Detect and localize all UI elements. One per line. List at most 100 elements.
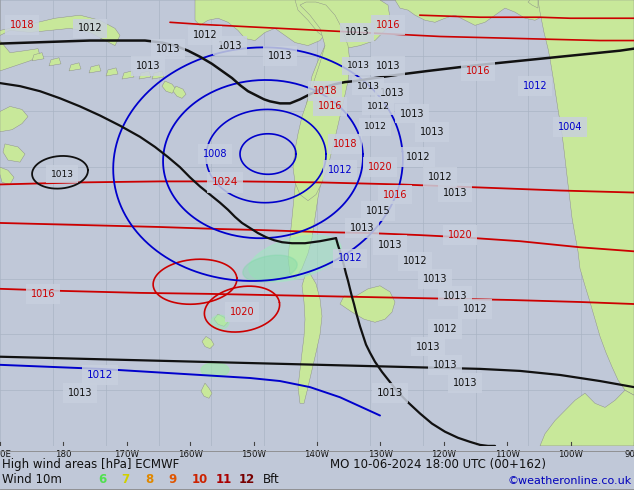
Ellipse shape — [249, 235, 341, 282]
Polygon shape — [288, 18, 345, 279]
Text: 9: 9 — [169, 472, 177, 486]
Text: 1013: 1013 — [347, 61, 370, 71]
Text: 1016: 1016 — [466, 66, 490, 76]
Text: 12: 12 — [239, 472, 256, 486]
Text: 1013: 1013 — [453, 378, 477, 388]
Polygon shape — [214, 314, 228, 326]
Ellipse shape — [201, 363, 229, 377]
Text: 6: 6 — [98, 472, 107, 486]
Text: 10: 10 — [192, 472, 209, 486]
Text: 130W: 130W — [368, 450, 393, 459]
Text: 160W: 160W — [178, 450, 203, 459]
Text: 1013: 1013 — [443, 291, 467, 301]
Polygon shape — [122, 71, 134, 79]
Text: 1013: 1013 — [377, 388, 403, 398]
Polygon shape — [0, 41, 40, 71]
Text: 1012: 1012 — [366, 102, 389, 111]
Text: 1012: 1012 — [78, 24, 102, 33]
Text: 1013: 1013 — [416, 342, 440, 352]
Ellipse shape — [243, 255, 297, 282]
Text: 1012: 1012 — [428, 172, 452, 182]
Text: 1008: 1008 — [203, 149, 227, 159]
Text: 1012: 1012 — [193, 30, 217, 41]
Text: 1013: 1013 — [378, 240, 402, 250]
Text: 1024: 1024 — [212, 177, 238, 187]
Text: 1020: 1020 — [368, 162, 392, 172]
Text: 1013: 1013 — [136, 61, 160, 71]
Text: 1013: 1013 — [51, 170, 74, 179]
Text: ©weatheronline.co.uk: ©weatheronline.co.uk — [508, 476, 632, 486]
Polygon shape — [195, 0, 330, 46]
Polygon shape — [293, 2, 350, 201]
Text: 1013: 1013 — [433, 360, 457, 370]
Polygon shape — [298, 273, 322, 403]
Polygon shape — [152, 71, 164, 79]
Text: 1016: 1016 — [31, 289, 55, 299]
Polygon shape — [295, 0, 390, 49]
Text: 7: 7 — [122, 472, 130, 486]
Text: MO 10-06-2024 18:00 UTC (00+162): MO 10-06-2024 18:00 UTC (00+162) — [330, 458, 546, 471]
Polygon shape — [139, 71, 151, 79]
Text: 110W: 110W — [495, 450, 520, 459]
Text: 180: 180 — [55, 450, 72, 459]
Polygon shape — [69, 63, 81, 71]
Text: 1016: 1016 — [383, 190, 407, 199]
Text: 1012: 1012 — [522, 81, 547, 91]
Polygon shape — [538, 0, 634, 395]
Text: 1015: 1015 — [366, 206, 391, 216]
Text: 11: 11 — [216, 472, 232, 486]
Text: 1013: 1013 — [68, 388, 93, 398]
Polygon shape — [3, 144, 25, 162]
Text: High wind areas [hPa] ECMWF: High wind areas [hPa] ECMWF — [2, 458, 179, 471]
Text: 1013: 1013 — [423, 274, 447, 284]
Polygon shape — [89, 65, 101, 73]
Text: 1013: 1013 — [420, 127, 444, 137]
Text: 8: 8 — [145, 472, 153, 486]
Text: 1016: 1016 — [318, 101, 342, 111]
Polygon shape — [528, 0, 538, 8]
Polygon shape — [340, 286, 395, 322]
Text: 120W: 120W — [431, 450, 456, 459]
Text: 1013: 1013 — [356, 82, 380, 91]
Polygon shape — [173, 86, 186, 98]
Text: 1012: 1012 — [406, 152, 430, 162]
Text: 1012: 1012 — [403, 256, 427, 267]
Text: 1018: 1018 — [333, 139, 357, 149]
Polygon shape — [380, 0, 634, 25]
Text: 1012: 1012 — [328, 165, 353, 175]
Text: Wind 10m: Wind 10m — [2, 472, 61, 486]
Text: 1013: 1013 — [400, 108, 424, 119]
Polygon shape — [0, 167, 14, 184]
Polygon shape — [0, 106, 28, 132]
Text: 1016: 1016 — [376, 21, 400, 30]
Text: 1013: 1013 — [268, 51, 292, 61]
Polygon shape — [201, 383, 212, 398]
Polygon shape — [32, 53, 44, 61]
Text: 1012: 1012 — [338, 253, 362, 264]
Text: 1012: 1012 — [432, 324, 457, 334]
Text: 1013: 1013 — [443, 188, 467, 197]
Polygon shape — [106, 68, 118, 76]
Polygon shape — [202, 337, 214, 348]
Text: 1012: 1012 — [363, 122, 387, 131]
Polygon shape — [49, 58, 61, 66]
Text: 1013: 1013 — [380, 88, 404, 98]
Text: 1018: 1018 — [313, 86, 337, 96]
Text: 1013: 1013 — [156, 44, 180, 53]
Text: 1012: 1012 — [463, 304, 488, 314]
Text: 1013: 1013 — [376, 61, 400, 71]
Text: 170E: 170E — [0, 450, 11, 459]
Text: 1012: 1012 — [87, 370, 113, 380]
Text: 1020: 1020 — [230, 307, 254, 317]
Text: 150W: 150W — [241, 450, 266, 459]
Polygon shape — [540, 390, 634, 446]
Text: 1013: 1013 — [217, 41, 242, 50]
Text: 1013: 1013 — [345, 27, 369, 37]
Text: 100W: 100W — [558, 450, 583, 459]
Text: Bft: Bft — [262, 472, 279, 486]
Text: 1013: 1013 — [350, 223, 374, 233]
Text: 1020: 1020 — [448, 230, 472, 240]
Text: 1018: 1018 — [10, 21, 34, 30]
Ellipse shape — [211, 315, 229, 329]
Text: 90W: 90W — [624, 450, 634, 459]
